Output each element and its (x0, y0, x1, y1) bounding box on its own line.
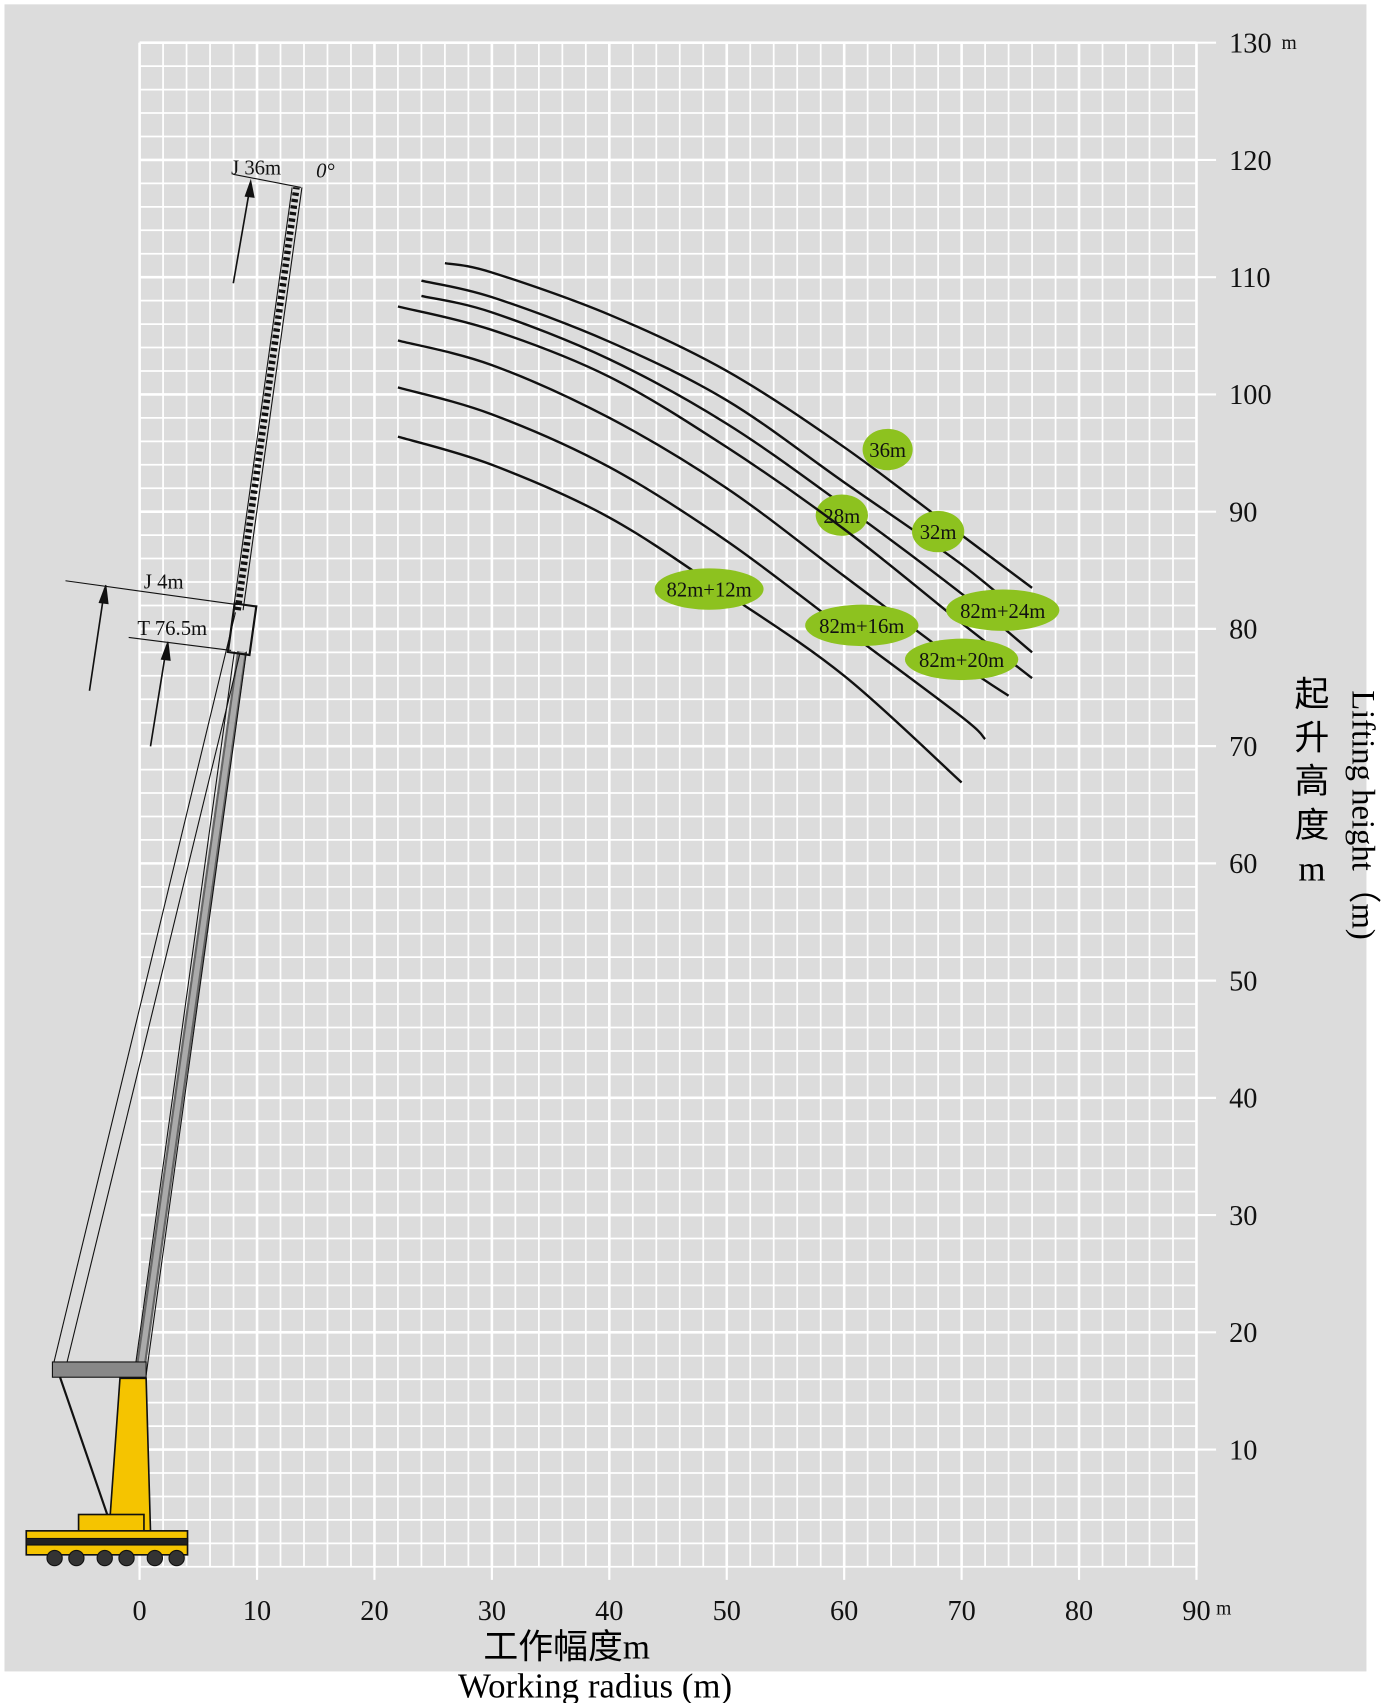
y-unit: m (1281, 33, 1296, 54)
x-tick-label: 10 (243, 1596, 271, 1627)
y-tick-label: 50 (1229, 966, 1257, 997)
y-tick-label: 40 (1229, 1084, 1257, 1115)
x-tick-label: 40 (595, 1596, 623, 1627)
annotation: J 4m (144, 571, 184, 593)
y-tick-label: 120 (1229, 146, 1271, 177)
y-tick-label: 10 (1229, 1435, 1257, 1466)
legend-badge (911, 510, 965, 553)
x-tick-label: 30 (478, 1596, 506, 1627)
y-tick-label: 100 (1229, 380, 1271, 411)
x-tick-label: 20 (360, 1596, 388, 1627)
legend-badge (654, 568, 764, 610)
legend-badge (904, 638, 1019, 681)
legend-label: 82m+12m (667, 580, 752, 602)
legend-badge (862, 428, 913, 471)
x-tick-label: 0 (133, 1596, 147, 1627)
legend-badge (946, 589, 1060, 631)
grid (138, 41, 1217, 1580)
legend-badge (805, 604, 919, 647)
y-tick-label: 60 (1229, 849, 1257, 880)
y-tick-label: 80 (1229, 615, 1257, 646)
annotation: T 76.5m (137, 618, 207, 640)
y-axis-title-cn: 起 (1295, 675, 1330, 714)
curve (421, 279, 1033, 624)
y-tick-label: 130 (1229, 29, 1271, 60)
curve (397, 386, 986, 740)
curve (397, 435, 963, 784)
y-axis-title-cn: m (1298, 849, 1325, 888)
legend-label: 28m (823, 506, 860, 528)
legend-label: 82m+20m (919, 650, 1004, 672)
x-axis-title: Working radius (m) (458, 1667, 732, 1703)
curve (421, 294, 1033, 654)
y-tick-label: 70 (1229, 732, 1257, 763)
x-axis-title-cn: 工作幅度m (483, 1627, 650, 1666)
y-axis-title-cn: 度 (1295, 806, 1330, 845)
y-axis-title-cn: 高 (1295, 762, 1330, 801)
series-layer: 36m 32m 28m 82m+24m 82m+20m 82m+16m 82m+12m (397, 261, 1060, 784)
legend-label: 32m (920, 522, 957, 544)
y-tick-label: 20 (1229, 1318, 1257, 1349)
annotation: J 36m (231, 157, 281, 179)
legend-label: 82m+16m (819, 616, 904, 638)
x-tick-label: 80 (1065, 1596, 1093, 1627)
x-tick-label: 90 (1182, 1596, 1210, 1627)
x-tick-label: 70 (947, 1596, 975, 1627)
y-axis-title: Lifting height（m) (1344, 690, 1380, 940)
legend-label: 82m+24m (960, 601, 1045, 623)
plot-background (4, 4, 1367, 1672)
crane-drawing: J 36m 0° J 4m T 76.5m (25, 157, 335, 1567)
x-tick-label: 60 (830, 1596, 858, 1627)
x-unit: m (1216, 1599, 1231, 1620)
y-axis-title-cn: 升 (1295, 719, 1330, 758)
legend-badge (815, 494, 868, 536)
y-tick-label: 110 (1229, 263, 1270, 294)
x-tick-label: 50 (713, 1596, 741, 1627)
annotation: 0° (316, 161, 335, 183)
axis-labels: 工作幅度m Working radius (m) Lifting height（… (458, 690, 1380, 1703)
y-tick-label: 90 (1229, 497, 1257, 528)
y-tick-label: 30 (1229, 1201, 1257, 1232)
legend-label: 36m (869, 440, 906, 462)
